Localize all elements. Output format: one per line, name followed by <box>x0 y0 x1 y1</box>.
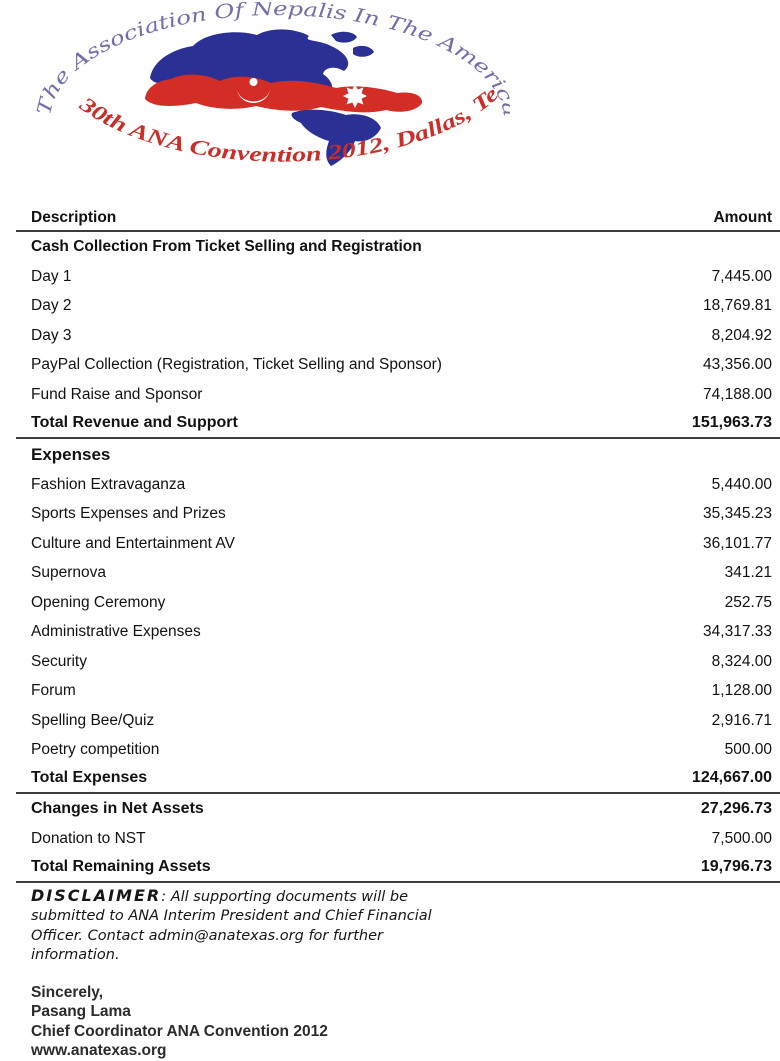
row-amount: 124,667.00 <box>691 769 772 787</box>
row-label: Expenses <box>31 444 111 464</box>
table-row: Security 8,324.00 <box>16 647 780 677</box>
signature-title: Chief Coordinator ANA Convention 2012 <box>31 1022 328 1040</box>
row-amount: 8,324.00 <box>711 652 772 670</box>
table-row: Spelling Bee/Quiz 2,916.71 <box>16 706 780 736</box>
financial-statement-table: Description Amount Cash Collection From … <box>16 205 780 883</box>
row-amount: 500.00 <box>724 741 772 758</box>
table-row: Poetry competition 500.00 <box>16 735 780 765</box>
row-label: Total Remaining Assets <box>31 857 211 875</box>
row-amount: 1,128.00 <box>711 682 772 699</box>
row-amount: 8,204.92 <box>711 326 772 344</box>
table-row: Donation to NST 7,500.00 <box>16 824 780 854</box>
table-row: Sports Expenses and Prizes 35,345.23 <box>16 499 780 529</box>
signature-closing: Sincerely, <box>31 983 104 1001</box>
row-amount: 341.21 <box>724 564 772 581</box>
row-label: Spelling Bee/Quiz <box>31 711 155 729</box>
sun-icon <box>343 84 367 108</box>
row-label: Day 2 <box>31 297 72 314</box>
table-row-total-revenue: Total Revenue and Support 151,963.73 <box>16 409 780 439</box>
table-row: Day 1 7,445.00 <box>16 262 780 292</box>
row-amount: 5,440.00 <box>711 475 772 493</box>
row-amount: 19,796.73 <box>700 857 772 875</box>
table-row-section-expenses: Expenses <box>16 439 780 470</box>
table-row: Fund Raise and Sponsor 74,188.00 <box>16 380 780 410</box>
table-row: Administrative Expenses 34,317.33 <box>16 617 780 647</box>
disclaimer-line: Officer. Contact admin@anatexas.org for … <box>31 927 384 944</box>
table-row: Day 3 8,204.92 <box>16 321 780 351</box>
row-label: Opening Ceremony <box>31 593 166 611</box>
ana-convention-logo: The Association Of Nepalis In The Americ… <box>27 0 521 174</box>
row-label: Total Expenses <box>31 769 148 787</box>
row-amount: 151,963.73 <box>691 413 772 431</box>
row-label: Administrative Expenses <box>31 623 201 640</box>
ana-logo-graphic: The Association Of Nepalis In The Americ… <box>27 0 521 167</box>
table-row: Supernova 341.21 <box>16 558 780 588</box>
signature-block: Sincerely, Pasang Lama Chief Coordinator… <box>31 983 780 1061</box>
table-row: PayPal Collection (Registration, Ticket … <box>16 350 780 380</box>
table-row: Forum 1,128.00 <box>16 676 780 706</box>
disclaimer-block: DISCLAIMER: All supporting documents wil… <box>31 886 481 966</box>
table-header: Description Amount <box>16 205 780 232</box>
south-america-shape <box>291 109 381 166</box>
table-row: Day 2 18,769.81 <box>16 291 780 321</box>
row-amount: 34,317.33 <box>703 623 772 640</box>
row-amount: 2,916.71 <box>711 711 772 729</box>
row-label: PayPal Collection (Registration, Ticket … <box>31 356 442 373</box>
row-amount: 252.75 <box>724 593 772 611</box>
row-label: Culture and Entertainment AV <box>31 534 235 552</box>
row-label: Donation to NST <box>31 829 146 847</box>
row-amount: 18,769.81 <box>703 297 772 314</box>
table-row-total-expenses: Total Expenses 124,667.00 <box>16 765 780 794</box>
row-label: Day 3 <box>31 326 72 344</box>
row-amount: 35,345.23 <box>703 505 772 522</box>
row-label: Total Revenue and Support <box>31 413 238 431</box>
row-amount: 43,356.00 <box>703 356 772 373</box>
disclaimer-line: DISCLAIMER: All supporting documents wil… <box>31 886 481 908</box>
table-row: Opening Ceremony 252.75 <box>16 588 780 618</box>
disclaimer-line: information. <box>31 947 120 963</box>
column-header-description: Description <box>31 208 117 226</box>
row-label: Poetry competition <box>31 741 160 758</box>
row-amount: 7,445.00 <box>711 267 772 285</box>
row-label: Cash Collection From Ticket Selling and … <box>31 238 422 255</box>
disclaimer-text: : All supporting documents will be <box>161 888 408 905</box>
table-row: Culture and Entertainment AV 36,101.77 <box>16 529 780 559</box>
table-row-changes-net-assets: Changes in Net Assets 27,296.73 <box>16 794 780 824</box>
moon-dot-icon <box>249 78 258 86</box>
row-amount: 7,500.00 <box>711 829 772 847</box>
row-label: Fund Raise and Sponsor <box>31 385 203 403</box>
row-label: Fashion Extravaganza <box>31 475 186 493</box>
row-label: Sports Expenses and Prizes <box>31 505 226 522</box>
row-amount: 36,101.77 <box>703 534 772 552</box>
row-label: Supernova <box>31 564 106 581</box>
column-header-amount: Amount <box>713 208 772 226</box>
table-row-total-remaining-assets: Total Remaining Assets 19,796.73 <box>16 853 780 883</box>
row-amount: 27,296.73 <box>700 799 772 817</box>
row-label: Day 1 <box>31 267 72 285</box>
table-row: Fashion Extravaganza 5,440.00 <box>16 470 780 500</box>
disclaimer-label: DISCLAIMER <box>31 885 162 905</box>
signature-website: www.anatexas.org <box>31 1042 167 1059</box>
disclaimer-line: submitted to ANA Interim President and C… <box>31 908 432 924</box>
row-label: Forum <box>31 682 76 699</box>
row-label: Changes in Net Assets <box>31 799 204 817</box>
arctic-islands-shape <box>331 31 374 57</box>
signature-name: Pasang Lama <box>31 1003 131 1020</box>
table-row-section: Cash Collection From Ticket Selling and … <box>16 232 780 262</box>
row-amount: 74,188.00 <box>703 385 772 403</box>
row-label: Security <box>31 652 87 670</box>
